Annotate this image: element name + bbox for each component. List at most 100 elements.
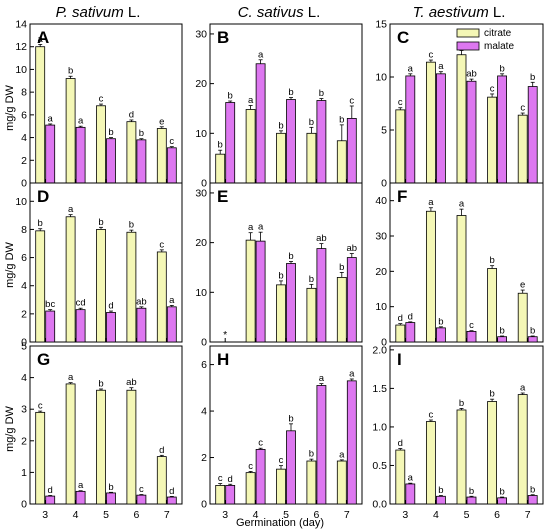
- panel-h-xtick-label-3: 3: [222, 509, 228, 521]
- panel-i-bar-malate-day-7: [527, 495, 538, 505]
- panel-d-sig-malate-day-5: d: [108, 301, 113, 312]
- panel-a-bar-citrate-day-5: [96, 105, 106, 184]
- panel-h-letter: H: [217, 350, 229, 369]
- panel-g-bar-malate-day-3: [45, 495, 56, 505]
- panel-i-xtick-label-7: 7: [525, 509, 531, 521]
- panel-c-bar-citrate-day-6: [487, 96, 498, 184]
- panel-h-sig-citrate-day-6: b: [309, 449, 314, 460]
- panel-g-bar-citrate-day-7: [156, 456, 167, 505]
- panel-d-bar-citrate-day-7: [156, 251, 167, 343]
- panel-h-ytick-label-0: 0: [201, 499, 207, 511]
- panel-g-sig-malate-day-6: c: [139, 484, 144, 495]
- panel-b-sig-citrate-day-5: b: [278, 120, 283, 131]
- y-axis-title-row-3: mg/g DW: [4, 405, 16, 451]
- panel-e-sig-malate-day-6: ab: [316, 233, 327, 244]
- panel-d-bar-citrate-day-4: [65, 216, 76, 343]
- panel-e-bar-malate-day-5: [286, 263, 296, 343]
- panel-f-bar-citrate-day-6: [487, 268, 498, 343]
- panel-g-sig-malate-day-4: a: [78, 480, 84, 491]
- panel-d-bar-malate-day-3: [45, 310, 56, 343]
- panel-f-ytick-label-3: 30: [375, 231, 387, 243]
- panel-e-bar-citrate-day-5: [276, 284, 286, 343]
- panel-c-bar-malate-day-4: [435, 73, 446, 184]
- panel-g-ytick-label-2: 2: [21, 435, 27, 447]
- panel-i-xtick-label-4: 4: [433, 509, 439, 521]
- panel-b-letter: B: [217, 28, 229, 47]
- panel-d-bar-malate-day-6: [136, 307, 147, 343]
- panel-i-bar-citrate-day-5: [456, 409, 467, 505]
- panel-g-bar-citrate-day-6: [126, 389, 137, 505]
- panel-c-ytick-label-1: 5: [381, 125, 387, 137]
- panel-f-bar-citrate-day-5: [456, 215, 467, 343]
- panel-i-sig-malate-day-6: b: [499, 487, 504, 498]
- panel-d-sig-citrate-day-4: a: [68, 204, 74, 215]
- panel-f-ytick-label-0: 0: [381, 337, 387, 349]
- panel-d-ytick-label-0: 0: [21, 337, 27, 349]
- panel-b-ytick-label-1: 10: [195, 128, 207, 140]
- panel-i-sig-citrate-day-7: a: [520, 383, 526, 394]
- panel-g-sig-citrate-day-6: ab: [126, 377, 137, 388]
- panel-f-sig-malate-day-3: d: [408, 311, 413, 322]
- panel-h-sig-citrate-day-3: c: [218, 473, 223, 484]
- panel-h-bar-malate-day-6: [316, 385, 327, 505]
- panel-f-sig-citrate-day-6: b: [489, 255, 494, 266]
- x-axis-title: Germination (day): [236, 517, 324, 529]
- panel-b-sig-malate-day-7: c: [349, 95, 354, 106]
- panel-b-ytick-label-2: 20: [195, 78, 207, 90]
- panel-b-sig-citrate-day-7: b: [339, 114, 344, 125]
- panel-c-bar-malate-day-7: [527, 86, 538, 184]
- panel-c-sig-malate-day-7: b: [530, 72, 535, 83]
- panel-h-sig-citrate-day-7: a: [339, 449, 345, 460]
- panel-g-bar-malate-day-6: [136, 494, 147, 505]
- panel-c-bar-malate-day-5: [466, 80, 477, 184]
- panel-a-ytick-label-4: 8: [21, 87, 27, 99]
- panel-h-bar-malate-day-4: [255, 448, 266, 505]
- panel-i-ytick-label-3: 1.5: [372, 383, 387, 395]
- panel-g-sig-citrate-day-3: c: [38, 401, 43, 412]
- panel-f-sig-malate-day-5: c: [469, 320, 474, 331]
- panel-d: 0 2 4 6 8 10 b bc a cd b d b ab c a D: [15, 182, 183, 349]
- panel-i-ytick-label-1: 0.5: [372, 460, 387, 472]
- panel-e-bar-citrate-day-7: [336, 277, 347, 343]
- panel-h-sig-citrate-day-5: c: [279, 455, 284, 466]
- panel-b-bar-malate-day-7: [346, 118, 357, 184]
- panel-h-bar-citrate-day-4: [245, 472, 256, 505]
- panel-f-bar-citrate-day-3: [395, 324, 406, 343]
- panel-i-bar-malate-day-6: [497, 497, 508, 505]
- panel-a-sig-malate-day-6: b: [139, 128, 144, 139]
- panel-c-bar-citrate-day-3: [395, 109, 406, 184]
- panel-g-bar-malate-day-7: [166, 496, 177, 505]
- panel-e-ytick-label-1: 10: [195, 287, 207, 299]
- panel-g-sig-citrate-day-4: a: [68, 372, 74, 383]
- panel-g-xtick-label-7: 7: [164, 509, 170, 521]
- panel-b-sig-malate-day-5: b: [288, 87, 293, 98]
- panel-g-xtick-label-4: 4: [73, 509, 79, 521]
- panel-c-bar-malate-day-6: [497, 75, 508, 184]
- panel-i-bar-citrate-day-6: [487, 401, 498, 505]
- panel-d-ytick-label-5: 10: [15, 196, 27, 208]
- panel-h-bar-malate-day-7: [346, 380, 357, 505]
- panel-g-ytick-label-3: 3: [21, 404, 27, 416]
- panel-c-sig-malate-day-3: a: [408, 63, 414, 74]
- panel-e-sig-citrate-day-6: b: [309, 274, 314, 285]
- panel-d-ytick-label-2: 4: [21, 280, 27, 292]
- panel-b-bar-malate-day-3: [225, 102, 236, 184]
- panel-f-ytick-label-4: 40: [375, 195, 387, 207]
- legend-swatch-citrate: [456, 28, 480, 38]
- panel-e-ytick-label-2: 20: [195, 237, 207, 249]
- panel-b-ytick-label-0: 0: [201, 178, 207, 190]
- panel-h-bar-malate-day-5: [286, 430, 296, 505]
- panel-c-sig-malate-day-5: ab: [466, 69, 477, 80]
- panel-d-sig-citrate-day-5: b: [98, 217, 103, 228]
- panel-h-xtick-label-6: 6: [313, 509, 319, 521]
- panel-d-ytick-label-4: 8: [21, 224, 27, 236]
- panel-g-sig-citrate-day-7: d: [159, 445, 164, 456]
- panel-a-ytick-label-6: 12: [15, 41, 27, 53]
- panel-f-sig-citrate-day-4: a: [428, 197, 434, 208]
- panel-e-sig-malate-day-7: ab: [347, 243, 358, 254]
- column-title-2: C. sativus L.: [238, 4, 321, 21]
- panel-c-sig-citrate-day-4: c: [429, 50, 434, 61]
- legend-label-citrate: citrate: [484, 28, 512, 39]
- panel-f-sig-citrate-day-7: e: [520, 280, 525, 291]
